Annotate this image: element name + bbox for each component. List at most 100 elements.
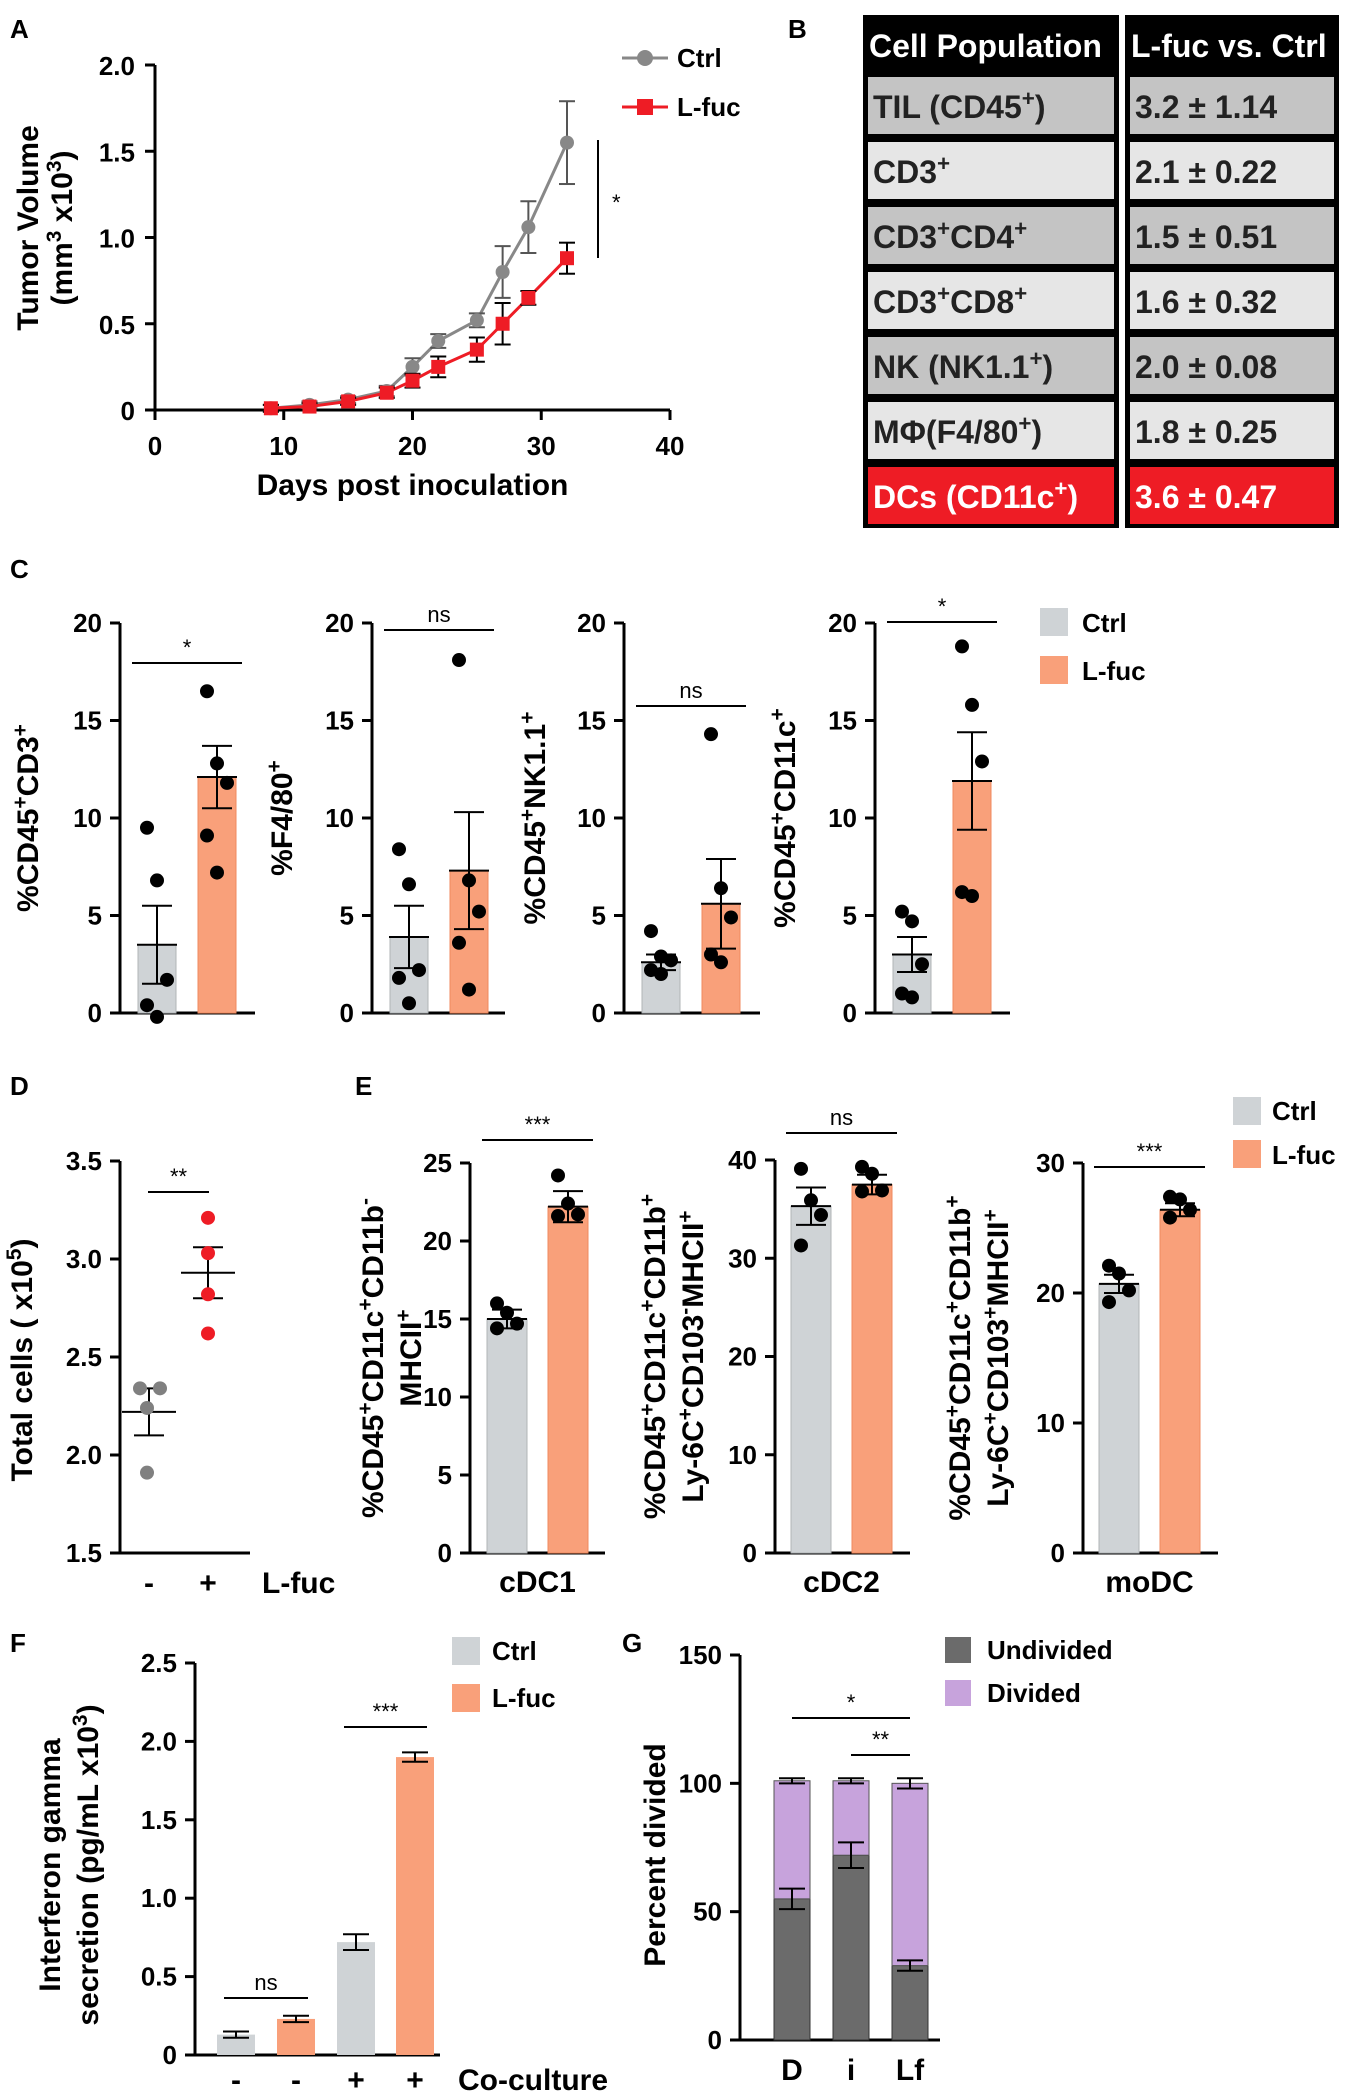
c2-data-point bbox=[472, 904, 486, 919]
g-legend-swatch-undivided bbox=[945, 1637, 971, 1663]
a-ytick-label: 0 bbox=[121, 396, 135, 426]
a-sig-label: * bbox=[612, 190, 621, 215]
a-point-lfuc bbox=[560, 251, 574, 266]
e1-ylabel-2: MHCII+ bbox=[392, 1309, 429, 1406]
b-cell-population: CD3+ bbox=[873, 151, 950, 191]
b-header-cell bbox=[863, 15, 1119, 73]
e1-ytick-label: 20 bbox=[423, 1226, 452, 1256]
g-ylabel: Percent divided bbox=[639, 1743, 672, 1966]
f-sig-ns-label: ns bbox=[254, 1970, 277, 1995]
a-ytick-label: 2.0 bbox=[99, 51, 135, 81]
a-point-lfuc bbox=[263, 401, 278, 416]
c1-bar bbox=[197, 776, 237, 1014]
e3-ytick-label: 0 bbox=[1051, 1538, 1065, 1568]
b-cell bbox=[868, 142, 1114, 199]
b-cell bbox=[868, 337, 1114, 394]
a-legend-label-lfuc: L-fuc bbox=[677, 92, 741, 122]
c3-data-point bbox=[654, 967, 668, 981]
c2-data-point bbox=[402, 996, 416, 1011]
d-data-point bbox=[201, 1326, 215, 1341]
a-ytick-label: 0.5 bbox=[99, 310, 135, 340]
e2-data-point bbox=[855, 1159, 869, 1174]
f-ylabel-1: Interferon gamma bbox=[34, 1738, 67, 1992]
a-legend-label-ctrl: Ctrl bbox=[677, 43, 722, 73]
a-legend-marker-ctrl bbox=[637, 50, 653, 66]
e1-data-point bbox=[510, 1316, 524, 1331]
e2-ylabel: %CD45+CD11c+CD11b+ bbox=[636, 1194, 673, 1519]
c3-data-point bbox=[714, 955, 728, 970]
e1-data-point bbox=[561, 1196, 575, 1211]
a-xtick-label: 40 bbox=[656, 431, 685, 461]
a-xtick-label: 20 bbox=[398, 431, 427, 461]
c4-data-point bbox=[915, 957, 929, 972]
c2-sig-label: ns bbox=[427, 602, 450, 627]
a-point-lfuc bbox=[379, 385, 394, 400]
c1-ytick-label: 0 bbox=[88, 998, 102, 1028]
e2-ytick-label: 20 bbox=[728, 1342, 757, 1372]
c3-ytick-label: 5 bbox=[592, 901, 606, 931]
a-point-lfuc bbox=[521, 290, 536, 305]
e1-ytick-label: 0 bbox=[438, 1538, 452, 1568]
e3-ytick-label: 30 bbox=[1036, 1148, 1065, 1178]
c2-data-point bbox=[462, 982, 476, 997]
c3-data-point bbox=[704, 727, 718, 742]
f-legend-swatch-lfuc bbox=[452, 1684, 480, 1712]
b-cell-value: 2.0 ± 0.08 bbox=[1135, 349, 1277, 385]
g-bar-undivided bbox=[832, 1854, 870, 2041]
b-cell bbox=[1130, 402, 1334, 459]
c4-data-point bbox=[975, 754, 989, 769]
a-point-lfuc bbox=[495, 316, 510, 331]
c3-ytick-label: 10 bbox=[577, 803, 606, 833]
f-ytick-label: 0.5 bbox=[141, 1962, 177, 1992]
e3-ylabel: %CD45+CD11c+CD11b+ bbox=[941, 1195, 978, 1520]
panel-label-F: F bbox=[10, 1628, 26, 1658]
f-bar bbox=[337, 1942, 375, 2055]
g-category-label: i bbox=[847, 2054, 855, 2087]
b-cell bbox=[868, 467, 1114, 524]
f-sig-***-label: *** bbox=[373, 1699, 399, 1724]
b-cell bbox=[1130, 207, 1334, 264]
g-category-label: Lf bbox=[896, 2054, 925, 2087]
e3-data-point bbox=[1183, 1202, 1197, 1217]
c1-data-point bbox=[140, 998, 154, 1013]
c3-ylabel: %CD45+NK1.1+ bbox=[516, 712, 553, 925]
a-point-lfuc bbox=[341, 394, 356, 409]
e1-data-point bbox=[571, 1207, 585, 1222]
d-ytick-label: 2.0 bbox=[66, 1440, 102, 1470]
c3-sig-label: ns bbox=[679, 678, 702, 703]
b-cell-value: 1.6 ± 0.32 bbox=[1135, 284, 1277, 320]
c1-ytick-label: 20 bbox=[73, 608, 102, 638]
c4-ylabel: %CD45+CD11c+ bbox=[766, 708, 803, 928]
e2-data-point bbox=[875, 1183, 889, 1198]
d-ytick-label: 3.0 bbox=[66, 1244, 102, 1274]
c1-ytick-label: 15 bbox=[73, 706, 102, 736]
c1-data-point bbox=[210, 756, 224, 771]
c4-ytick-label: 5 bbox=[843, 901, 857, 931]
f-ytick-label: 1.5 bbox=[141, 1805, 177, 1835]
a-ylabel-line1: Tumor Volume bbox=[12, 125, 45, 331]
c2-data-point bbox=[392, 842, 406, 857]
f-category-label: + bbox=[406, 2064, 424, 2096]
d-ytick-label: 2.5 bbox=[66, 1342, 102, 1372]
b-header-cell bbox=[1125, 15, 1339, 73]
g-sig-1-label: * bbox=[847, 1690, 856, 1715]
a-series-line-1 bbox=[270, 257, 569, 410]
a-point-lfuc bbox=[405, 373, 420, 388]
c2-ytick-label: 15 bbox=[325, 706, 354, 736]
f-legend-label-ctrl: Ctrl bbox=[492, 1636, 537, 1666]
e3-bar bbox=[1098, 1283, 1140, 1554]
e2-ytick-label: 10 bbox=[728, 1440, 757, 1470]
b-cell bbox=[868, 207, 1114, 264]
d-category-label: - bbox=[144, 1567, 154, 1600]
e1-ytick-label: 5 bbox=[438, 1460, 452, 1490]
c1-sig-label: * bbox=[183, 635, 192, 660]
e1-bar bbox=[547, 1206, 589, 1554]
d-data-point bbox=[201, 1287, 215, 1302]
c-legend-swatch-ctrl bbox=[1040, 608, 1068, 636]
f-bar bbox=[396, 1757, 434, 2055]
d-category-label: + bbox=[199, 1567, 217, 1600]
e2-category-label: cDC2 bbox=[803, 1566, 880, 1599]
e2-ytick-label: 40 bbox=[728, 1145, 757, 1175]
c4-ytick-label: 0 bbox=[843, 998, 857, 1028]
